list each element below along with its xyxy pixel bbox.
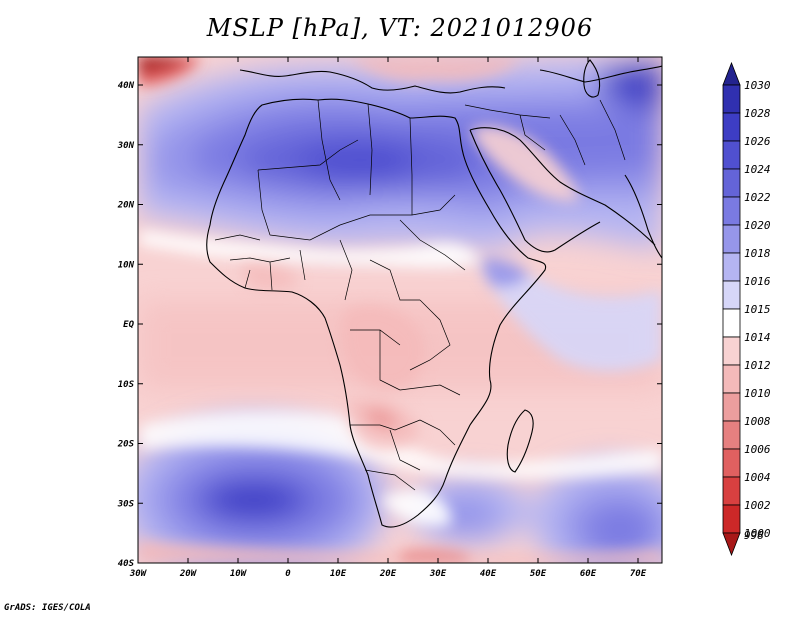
colorbar-top-triangle [722,61,741,86]
lon-label: 10W [230,569,248,579]
colorbar-swatch [722,168,741,198]
arabia-coastline [469,127,656,253]
lat-label: 30S [117,499,135,509]
lon-label: 40E [480,569,497,579]
lon-label: 10E [330,569,347,579]
colorbar-label: 1030 [744,79,771,92]
colorbar-swatch [722,336,741,366]
coastlines [206,59,662,528]
lat-label: 20N [117,201,135,211]
colorbar-label: 1014 [744,331,771,344]
colorbar-bottom-triangle [722,532,741,557]
colorbar-swatch [722,196,741,226]
colorbar-label: 1012 [744,359,771,372]
colorbar-label: 1024 [744,163,771,176]
border-central-1 [299,219,466,391]
longitude-axis: 30W 20W 10W 0 10E 20E 30E 40E 50E 60E 70E [129,57,647,579]
border-sahara-1 [257,99,456,241]
lon-label: 30W [129,569,148,579]
colorbar-label: 1018 [744,247,771,260]
colorbar-label: 1008 [744,415,771,428]
field-africa-lows [240,263,426,450]
colorbar-label: 1006 [744,443,771,456]
colorbar-swatch [722,392,741,422]
colorbar-swatch [722,140,741,170]
lat-label: EQ [123,320,134,330]
lon-label: 30E [429,569,447,579]
lon-label: 20E [379,569,397,579]
field-north-high [138,58,662,250]
colorbar-label: 1015 [744,303,771,316]
colorbar-label: 1022 [744,191,771,204]
lon-label: 20W [179,569,198,579]
colorbar-label: 1010 [744,387,771,400]
lon-label: 70E [630,569,647,579]
border-mideast-1 [464,99,626,166]
map-title: MSLP [hPa], VT: 2021012906 [206,14,594,42]
colorbar-label: 1028 [744,107,771,120]
lat-label: 10S [118,380,135,390]
colorbar-label: 1004 [744,471,771,484]
borders [214,99,626,491]
colorbar-label: 1002 [744,499,771,512]
lon-label: 0 [285,569,291,579]
india-coastline [624,174,662,259]
colorbar-swatch [722,224,741,254]
lon-label: 60E [580,569,597,579]
africa-coastline [206,98,547,528]
border-westafrica-1 [214,234,291,291]
colorbar-swatch [722,84,741,114]
lon-label: 50E [530,569,547,579]
colorbar-label: 998 [744,529,764,542]
grads-credit: GrADS: IGES/COLA [4,603,91,613]
colorbar-label: 1000 [744,527,771,540]
latitude-axis: 40N 30N 20N 10N EQ 10S 20S 30S 40S [117,81,662,569]
colorbar-label: 1016 [744,275,771,288]
europe-coastline [239,65,662,94]
pressure-field [138,57,662,563]
lat-label: 20S [117,440,135,450]
colorbar-swatch [722,448,741,478]
colorbar-swatch [722,112,741,142]
colorbar-swatch [722,280,741,310]
plot-frame [137,56,663,564]
lat-label: 30N [117,141,135,151]
colorbar: 1030 1028 1026 1024 1022 1020 1018 1016 1015 1014… [722,61,771,557]
field-south-atlantic-high [138,415,390,563]
madagascar-coastline [506,409,534,473]
colorbar-swatch [722,252,741,282]
colorbar-swatch [722,504,741,534]
colorbar-label: 1026 [744,135,771,148]
colorbar-label: 1020 [744,219,771,232]
field-arabia [138,57,580,202]
colorbar-swatch [722,308,741,338]
colorbar-swatch [722,476,741,506]
lat-label: 40N [118,81,135,91]
lat-label: 10N [118,260,135,270]
colorbar-swatch [722,364,741,394]
lat-label: 40S [118,559,135,569]
colorbar-swatch [722,420,741,450]
border-south-1 [350,384,461,491]
caspian-coastline [583,59,601,98]
